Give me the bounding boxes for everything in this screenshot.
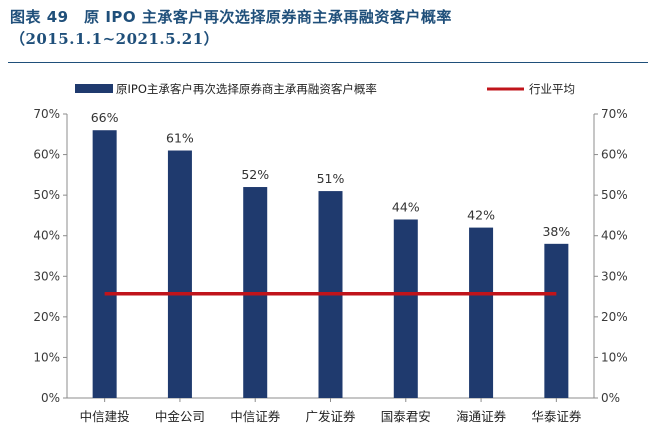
y-tick-label-left: 30% <box>33 269 60 283</box>
chart-title-line1: 图表 49 原 IPO 主承客户再次选择原券商主承再融资客户概率 <box>10 8 452 26</box>
y-tick-label-right: 70% <box>601 107 628 121</box>
category-label: 中信建投 <box>80 409 130 424</box>
category-label: 华泰证券 <box>531 409 582 424</box>
bars <box>92 130 569 398</box>
legend-bar-label: 原IPO主承客户再次选择原券商主承再融资客户概率 <box>116 82 377 96</box>
title-divider <box>8 62 648 63</box>
y-tick-label-left: 50% <box>33 188 60 202</box>
data-label: 52% <box>241 167 269 182</box>
y-tick-label-right: 50% <box>601 188 628 202</box>
bar <box>393 219 418 398</box>
y-tick-label-right: 10% <box>601 350 628 364</box>
chart-title-line2: （2015.1.1~2021.5.21） <box>10 30 220 48</box>
bar <box>92 130 117 398</box>
bar <box>469 227 494 398</box>
y-tick-label-right: 30% <box>601 269 628 283</box>
y-tick-label-left: 0% <box>41 391 60 405</box>
data-label: 44% <box>392 199 420 214</box>
category-label: 广发证券 <box>305 409 356 424</box>
category-labels: 中信建投 中金公司 中信证券 广发证券 国泰君安 海通证券 华泰证券 <box>80 409 582 424</box>
legend: 原IPO主承客户再次选择原券商主承再融资客户概率 行业平均 <box>75 82 575 96</box>
chart-title: 图表 49 原 IPO 主承客户再次选择原券商主承再融资客户概率 （2015.1… <box>10 6 646 50</box>
data-label: 51% <box>317 171 345 186</box>
data-label: 42% <box>467 208 495 223</box>
category-label: 海通证券 <box>456 409 507 424</box>
y-tick-label-right: 20% <box>601 310 628 324</box>
bar <box>544 243 569 398</box>
data-label: 38% <box>542 224 570 239</box>
y-tick-label-left: 40% <box>33 229 60 243</box>
legend-bar-swatch <box>75 84 113 93</box>
category-label: 中信证券 <box>230 409 281 424</box>
category-label: 中金公司 <box>155 409 205 424</box>
bar <box>167 150 192 398</box>
y-tick-label-left: 70% <box>33 107 60 121</box>
y-tick-label-left: 10% <box>33 350 60 364</box>
y-tick-label-left: 60% <box>33 148 60 162</box>
axes: 0% 0% 10% 10% 20% 20% 30% 30% 40% 40% 50% 50% 60% 60%… <box>33 107 627 405</box>
category-label: 国泰君安 <box>381 409 431 424</box>
y-tick-label-right: 60% <box>601 148 628 162</box>
y-tick-label-right: 0% <box>601 391 620 405</box>
y-tick-label-right: 40% <box>601 229 628 243</box>
legend-line-label: 行业平均 <box>529 82 575 96</box>
data-labels: 66% 61% 52% 51% 44% 42% 38% <box>91 110 571 239</box>
y-tick-label-left: 20% <box>33 310 60 324</box>
data-label: 66% <box>91 110 119 125</box>
data-label: 61% <box>166 131 194 146</box>
